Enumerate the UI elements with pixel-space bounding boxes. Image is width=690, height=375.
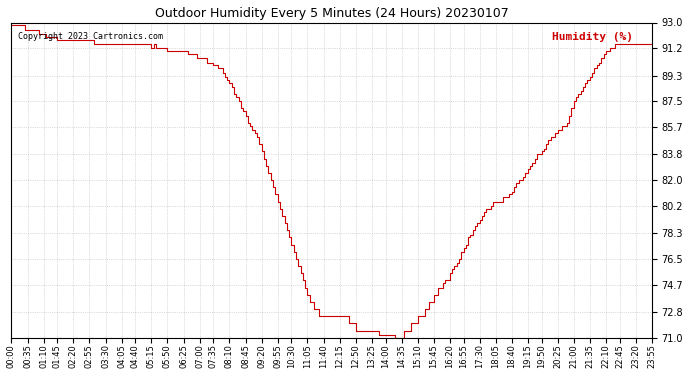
Title: Outdoor Humidity Every 5 Minutes (24 Hours) 20230107: Outdoor Humidity Every 5 Minutes (24 Hou…: [155, 7, 509, 20]
Text: Humidity (%): Humidity (%): [551, 32, 633, 42]
Text: Copyright 2023 Cartronics.com: Copyright 2023 Cartronics.com: [18, 32, 163, 41]
